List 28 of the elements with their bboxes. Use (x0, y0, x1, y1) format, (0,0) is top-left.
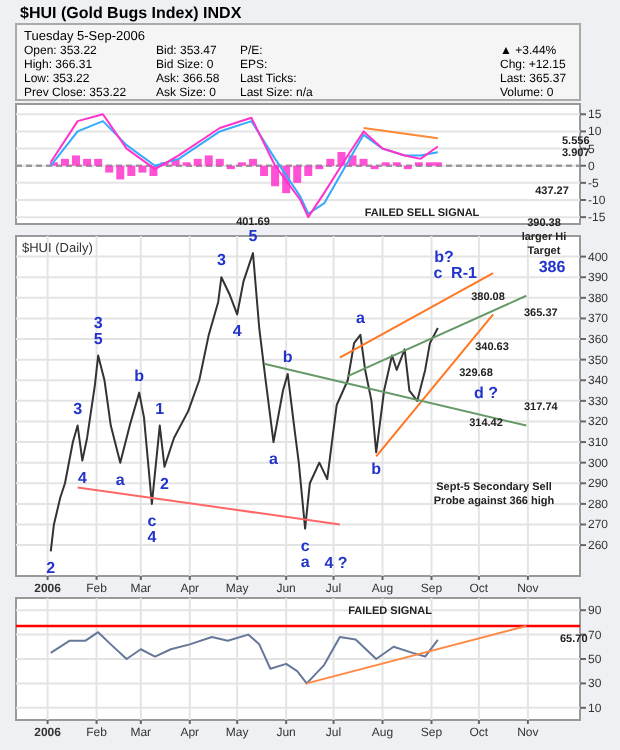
annotation: a (115, 470, 126, 489)
annotation: b? (434, 248, 454, 266)
annotation: 1 (155, 399, 166, 418)
annotation: R-1 (451, 264, 478, 282)
annotation: 2 (46, 559, 57, 578)
annotation: 3 (216, 251, 227, 270)
annotation: b (134, 366, 145, 385)
annotation: 3 (93, 313, 104, 332)
annotation: 3 (73, 399, 84, 418)
annotation: 5 (248, 227, 259, 246)
annotation: 4 ? (324, 554, 348, 572)
annotation: b (282, 348, 293, 367)
line-series (49, 631, 439, 685)
text: $HUI (Gold Bugs Index) INDX (20, 4, 243, 22)
annotation: 2 (160, 474, 171, 493)
annotation: a (269, 450, 280, 469)
annotation: 4 (232, 322, 243, 341)
annotation: d ? (474, 384, 499, 402)
annotation: 4 (147, 527, 158, 546)
annotation: 4 (77, 468, 88, 487)
annotation: c (147, 511, 158, 530)
annotation: c (300, 536, 311, 555)
annotation: 5 (93, 329, 104, 348)
annotation: 386 (538, 258, 567, 276)
annotation: a (300, 552, 311, 571)
annotation: c (433, 264, 444, 282)
annotation: a (355, 308, 366, 327)
annotation: b (371, 460, 382, 479)
